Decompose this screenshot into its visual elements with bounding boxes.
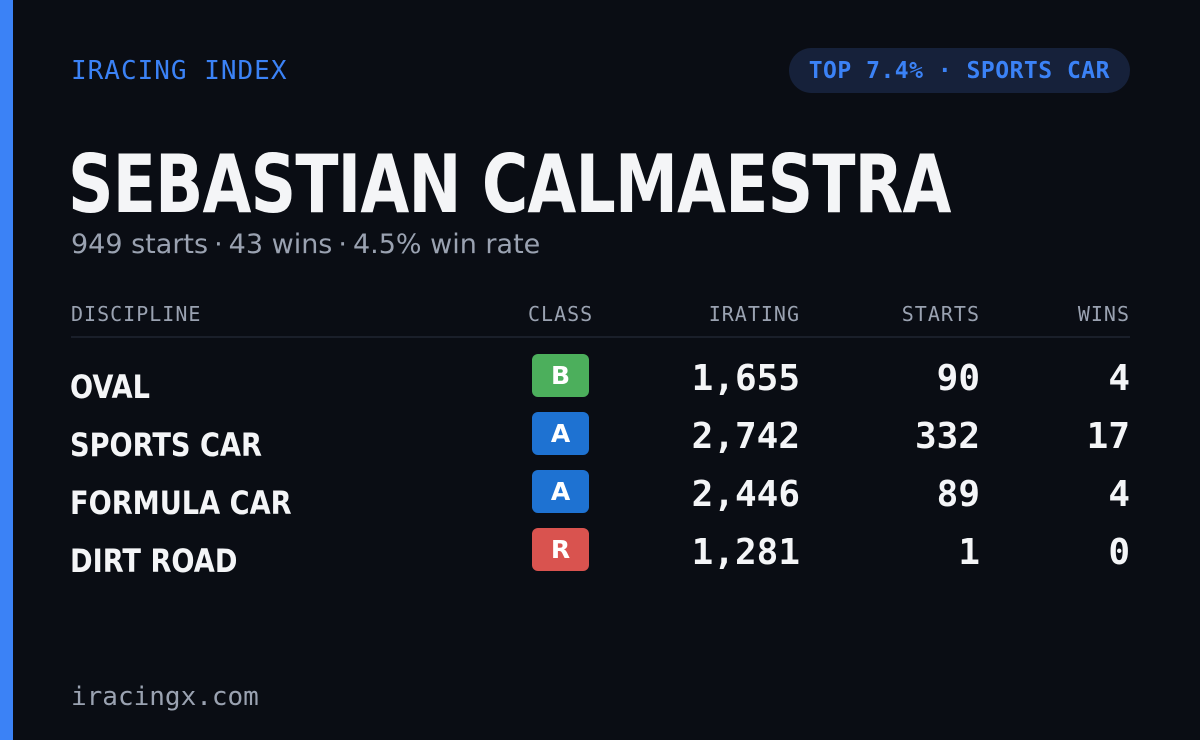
starts-value: 1 [958, 532, 980, 573]
wins-summary: 43 wins [228, 229, 333, 260]
column-header-irating: IRATING [708, 302, 800, 326]
discipline-label: FORMULA CAR [70, 484, 292, 522]
wins-value: 4 [1108, 474, 1130, 515]
starts-value: 90 [936, 358, 980, 399]
license-class-badge: A [532, 470, 589, 513]
column-header-discipline: DISCIPLINE [71, 302, 202, 326]
license-class-badge: R [532, 528, 589, 571]
table-row: SPORTS CAR A 2,742 332 17 [0, 412, 1200, 470]
header-divider [71, 336, 1130, 338]
license-class-badge: A [532, 412, 589, 455]
wins-value: 0 [1108, 532, 1130, 573]
table-row: FORMULA CAR A 2,446 89 4 [0, 470, 1200, 528]
column-header-class: CLASS [528, 302, 594, 326]
summary-separator: · [214, 229, 223, 260]
column-header-starts: STARTS [901, 302, 980, 326]
accent-bar [0, 0, 13, 740]
discipline-label: SPORTS CAR [70, 426, 262, 464]
table-row: DIRT ROAD R 1,281 1 0 [0, 528, 1200, 586]
irating-value: 1,655 [691, 358, 800, 399]
column-header-wins: WINS [1077, 302, 1130, 326]
starts-value: 89 [936, 474, 980, 515]
starts-value: 332 [914, 416, 980, 457]
irating-value: 1,281 [691, 532, 800, 573]
table-row: OVAL B 1,655 90 4 [0, 354, 1200, 412]
win-rate-summary: 4.5% win rate [352, 229, 541, 260]
discipline-label: DIRT ROAD [70, 542, 238, 580]
starts-summary: 949 starts [71, 229, 209, 260]
footer-url: iracingx.com [71, 682, 259, 712]
irating-value: 2,742 [691, 416, 800, 457]
career-summary: 949 starts · 43 wins · 4.5% win rate [71, 229, 540, 260]
irating-value: 2,446 [691, 474, 800, 515]
driver-name: SEBASTIAN CALMAESTRA [68, 138, 951, 231]
brand-title: IRACING INDEX [71, 56, 288, 86]
wins-value: 17 [1086, 416, 1130, 457]
discipline-label: OVAL [70, 368, 150, 406]
wins-value: 4 [1108, 358, 1130, 399]
rank-badge: TOP 7.4% · SPORTS CAR [788, 48, 1130, 93]
summary-separator: · [338, 229, 347, 260]
license-class-badge: B [532, 354, 589, 397]
